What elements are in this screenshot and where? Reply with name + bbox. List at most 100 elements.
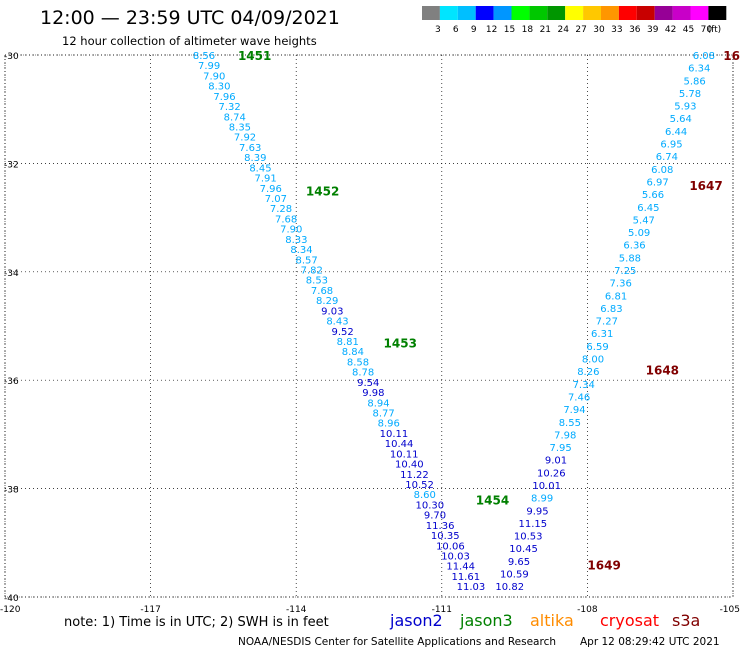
legend-label: 33	[611, 25, 622, 35]
swh-value-label: 10.44	[385, 439, 414, 450]
legend-label: 42	[665, 25, 676, 35]
swh-value-label: 8.45	[249, 163, 271, 174]
swh-value-label: 7.34	[573, 380, 595, 391]
legend-label: 9	[471, 25, 477, 35]
legend-swatch	[547, 6, 566, 20]
chart-subtitle: 12 hour collection of altimeter wave hei…	[62, 34, 317, 48]
swh-value-label: 6.74	[656, 152, 678, 163]
pass-time-label: 1454	[476, 493, 509, 507]
swh-value-label: 7.28	[270, 204, 292, 215]
x-tick-label: -114	[286, 605, 307, 615]
swh-value-label: 11.03	[457, 582, 486, 593]
swh-value-label: 8.29	[316, 296, 338, 307]
swh-value-label: 7.63	[239, 143, 261, 154]
legend-label: 15	[504, 25, 515, 35]
grid	[4, 54, 734, 598]
y-tick-label: -32	[4, 160, 19, 170]
swh-value-label: 5.78	[679, 89, 701, 100]
swh-value-label: 10.40	[395, 460, 424, 471]
swh-value-label: 8.33	[285, 235, 307, 246]
satellite-legend-label: jason2	[389, 611, 443, 630]
swh-value-label: 8.00	[582, 355, 604, 366]
x-tick-label: -117	[140, 605, 160, 615]
swh-value-label: 8.96	[378, 419, 400, 430]
swh-value-label: 5.47	[633, 215, 655, 226]
swh-value-label: 6.95	[660, 140, 682, 151]
legend-label: 36	[629, 25, 641, 35]
legend-swatch	[439, 6, 458, 20]
swh-value-label: 6.44	[665, 127, 687, 138]
legend-swatch	[493, 6, 512, 20]
swh-value-label: 8.99	[531, 494, 553, 505]
legend-swatch	[422, 6, 440, 20]
swh-value-label: 7.68	[311, 286, 333, 297]
swh-value-label: 6.45	[637, 203, 659, 214]
swh-value-label: 10.11	[380, 429, 409, 440]
swh-value-label: 9.54	[357, 378, 379, 389]
legend-label: 21	[540, 25, 551, 35]
y-tick-label: -38	[4, 486, 19, 496]
swh-value-label: 6.08	[651, 165, 673, 176]
swh-value-label: 9.65	[508, 557, 530, 568]
axis-labels: -30 -32 -34 -36 -38 -40-120 -117 -114 -111 -108 -1…	[0, 52, 740, 615]
swh-value-label: 8.35	[229, 123, 251, 134]
y-tick-label: -34	[4, 269, 19, 279]
swh-value-label: 6.97	[647, 177, 669, 188]
swh-value-label: 11.15	[519, 519, 548, 530]
swh-value-label: 7.32	[219, 102, 241, 113]
swh-value-label: 8.81	[337, 337, 359, 348]
swh-value-label: 8.57	[296, 255, 318, 266]
legend-swatch	[601, 6, 619, 20]
x-tick-label: -120	[0, 605, 21, 615]
swh-value-label: 9.98	[362, 388, 384, 399]
swh-value-label: 7.68	[275, 214, 297, 225]
swh-value-label: 11.61	[451, 572, 480, 583]
legend-label: 39	[647, 25, 659, 35]
y-tick-label: -40	[4, 594, 19, 604]
swh-value-label: 8.84	[342, 347, 364, 358]
swh-value-label: 10.03	[441, 552, 470, 563]
legend-swatch	[672, 6, 691, 20]
swh-value-label: 7.36	[610, 279, 632, 290]
legend-label: 45	[683, 25, 694, 35]
legend-swatch	[511, 6, 530, 20]
swh-value-label: 5.66	[642, 190, 664, 201]
swh-value-label: 8.34	[290, 245, 312, 256]
swh-value-label: 10.35	[431, 531, 460, 542]
swh-value-label: 8.55	[559, 418, 581, 429]
swh-value-label: 9.01	[545, 456, 567, 467]
swh-value-label: 6.83	[600, 304, 622, 315]
legend-label: 27	[575, 25, 586, 35]
y-tick-label: -30	[4, 52, 19, 62]
legend-swatch	[565, 6, 584, 20]
swh-value-label: 6.08	[693, 51, 715, 62]
legend-label: (ft)	[708, 25, 722, 35]
swh-value-label: 8.43	[326, 317, 348, 328]
swh-value-label: 7.07	[265, 194, 287, 205]
satellite-legend-label: jason3	[459, 611, 513, 630]
swh-value-label: 7.46	[568, 392, 590, 403]
legend-swatch	[690, 6, 709, 20]
swh-value-label: 10.01	[532, 481, 561, 492]
swh-value-label: 5.86	[684, 76, 706, 87]
footer-credit: NOAA/NESDIS Center for Satellite Applica…	[238, 636, 556, 648]
legend-label: 18	[522, 25, 534, 35]
swh-value-label: 7.95	[549, 443, 571, 454]
swh-value-label: 7.90	[203, 71, 225, 82]
legend-swatch	[618, 6, 637, 20]
x-tick-label: -108	[577, 605, 598, 615]
pass-time-label: 1451	[238, 49, 271, 63]
legend-label: 12	[486, 25, 497, 35]
swh-value-label: 8.60	[414, 490, 436, 501]
pass-time-label: 1648	[646, 363, 679, 377]
swh-value-label: 6.31	[591, 329, 613, 340]
swh-value-label: 6.81	[605, 291, 627, 302]
swh-value-label: 7.91	[254, 174, 276, 185]
swh-value-label: 8.74	[224, 112, 246, 123]
swh-value-label: 9.95	[526, 506, 548, 517]
satellite-legend-label: cryosat	[600, 611, 659, 630]
swh-value-label: 8.30	[208, 82, 230, 93]
legend-label: 30	[593, 25, 605, 35]
legend-swatch	[708, 6, 727, 20]
